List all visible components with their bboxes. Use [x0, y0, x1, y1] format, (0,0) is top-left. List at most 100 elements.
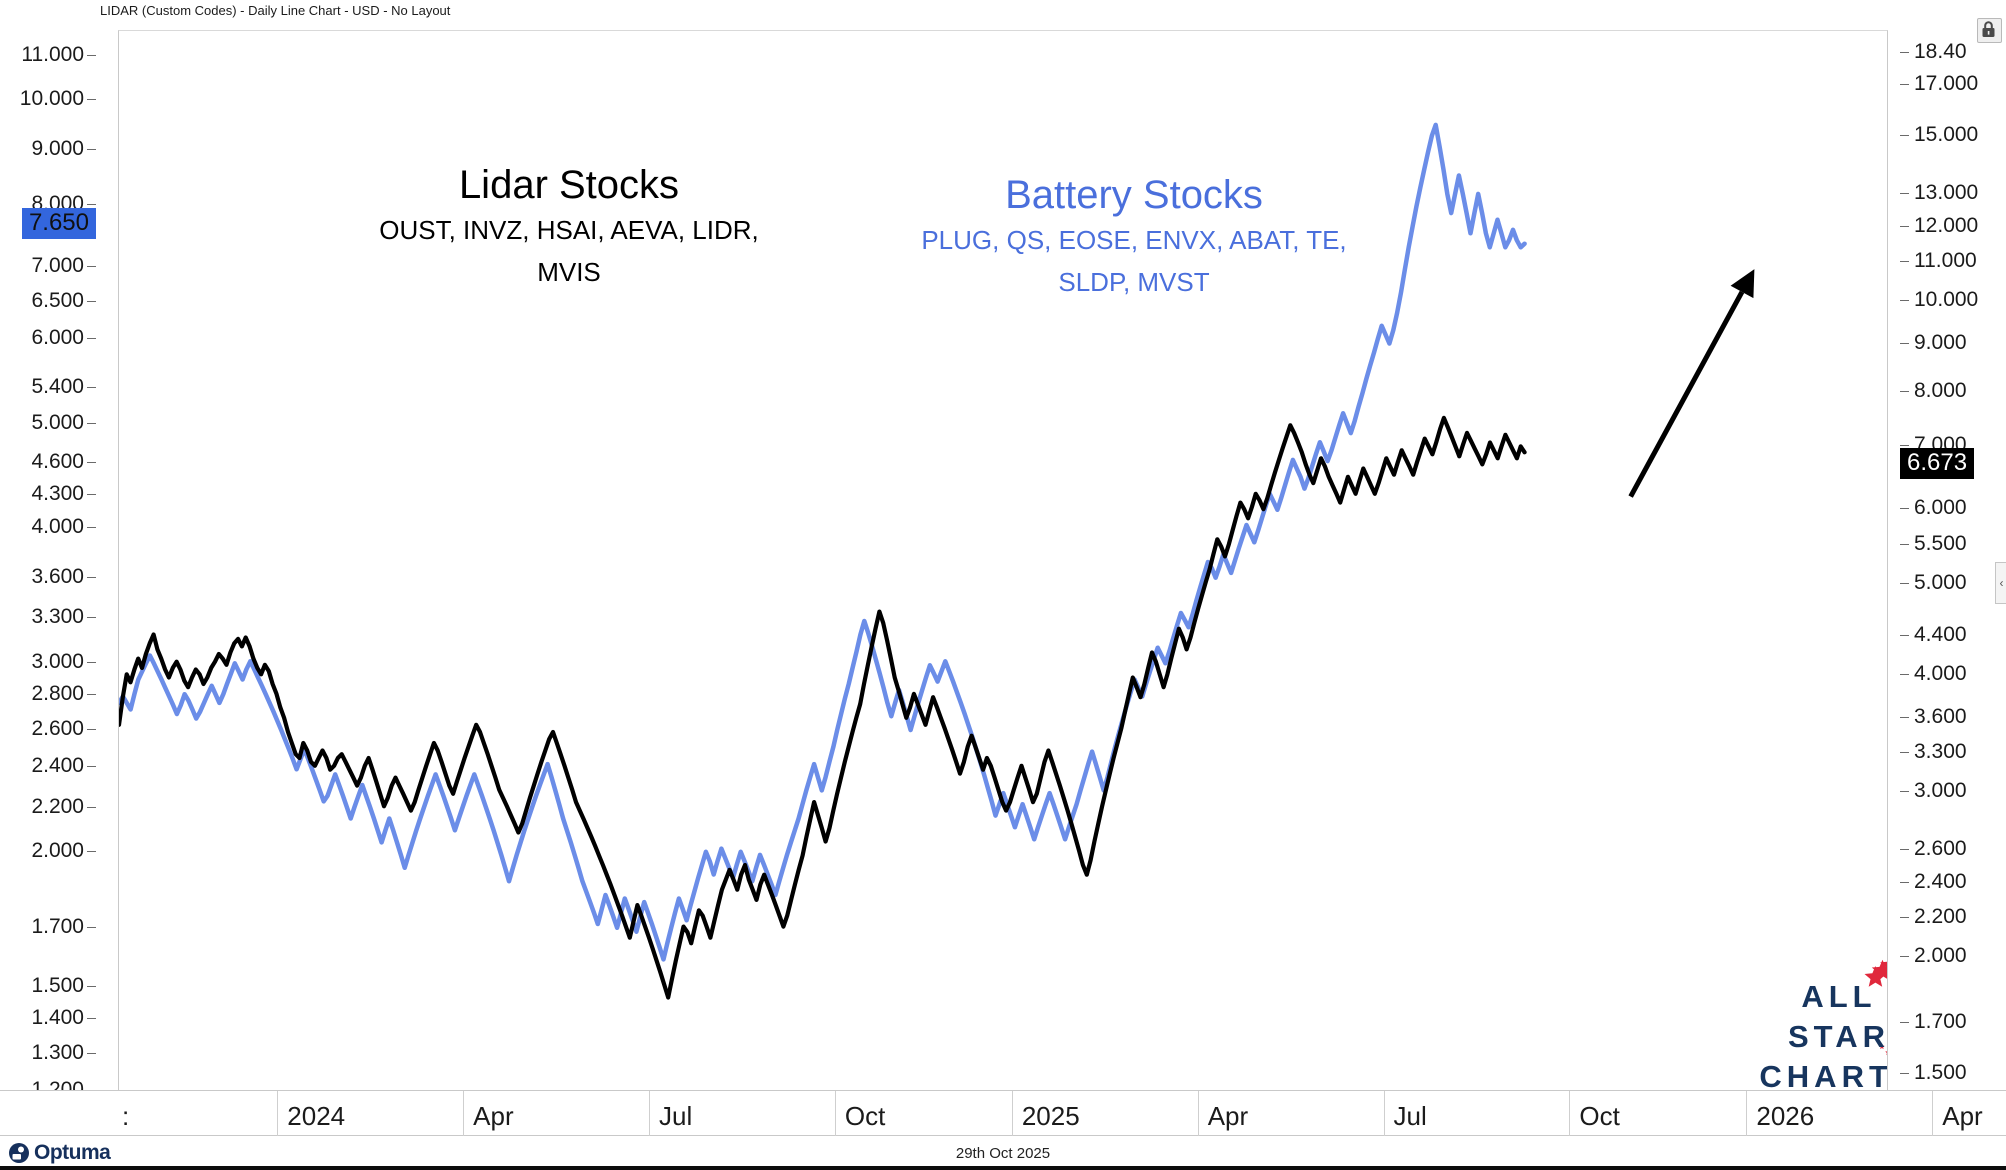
- axis-tick-label: 1.500: [1914, 1061, 1967, 1085]
- axis-tick-mark: [1900, 1073, 1909, 1075]
- date-axis-separator: [834, 1091, 836, 1136]
- left-price-axis[interactable]: 11.000 10.000 9.000 8.000 7.000 6.500 6.000 5.4…: [0, 30, 118, 1100]
- axis-tick-label: 2.000: [31, 839, 84, 863]
- axis-tick-label: 3.600: [1914, 704, 1967, 728]
- axis-tick-label: 10.000: [1914, 288, 1979, 312]
- axis-tick-mark: [87, 985, 96, 987]
- axis-tick-mark: [87, 203, 96, 205]
- date-axis-separator: [1932, 1091, 1934, 1136]
- axis-tick-mark: [87, 148, 96, 150]
- axis-tick-mark: [1900, 543, 1909, 545]
- axis-tick-label: 2.200: [1914, 905, 1967, 929]
- axis-tick-mark: [1900, 193, 1909, 195]
- axis-tick-mark: [87, 927, 96, 929]
- axis-tick-label: 5.500: [1914, 531, 1967, 555]
- axis-tick-label: 6.500: [31, 288, 84, 312]
- axis-tick-mark: [87, 423, 96, 425]
- collapse-panel-button[interactable]: ‹: [1995, 562, 2006, 604]
- axis-tick-mark: [1900, 51, 1909, 53]
- axis-tick-mark: [87, 527, 96, 529]
- lock-icon[interactable]: [1977, 18, 2002, 43]
- axis-tick-label: 1.700: [1914, 1010, 1967, 1034]
- footer-bar: Optuma 29th Oct 2025: [0, 1136, 2006, 1170]
- date-axis-separator: [1383, 1091, 1385, 1136]
- axis-tick-label: 4.400: [1914, 622, 1967, 646]
- annotation-subtitle-line1: OUST, INVZ, HSAI, AEVA, LIDR,: [379, 215, 759, 245]
- star-icon: [1864, 965, 1887, 987]
- axis-tick-label: 3.000: [31, 649, 84, 673]
- date-axis[interactable]: 2024 Apr Jul Oct 2025 Apr Jul Oct 2026 Apr:: [0, 1090, 2006, 1136]
- axis-tick-mark: [1900, 445, 1909, 447]
- axis-tick-mark: [87, 462, 96, 464]
- axis-tick-mark: [87, 1017, 96, 1019]
- axis-tick-label: 5.000: [1914, 570, 1967, 594]
- axis-tick-mark: [87, 99, 96, 101]
- date-axis-label: Apr: [1207, 1101, 1249, 1131]
- axis-tick-mark: [1900, 134, 1909, 136]
- axis-tick-mark: [87, 1052, 96, 1054]
- axis-tick-mark: [1900, 582, 1909, 584]
- axis-tick-mark: [1900, 849, 1909, 851]
- axis-tick-label: 6.000: [1914, 496, 1967, 520]
- date-axis-label: 2025: [1021, 1101, 1080, 1131]
- axis-tick-mark: [87, 766, 96, 768]
- axis-tick-mark: [87, 300, 96, 302]
- optuma-mark-icon: [9, 1143, 29, 1163]
- date-axis-label: 2026: [1756, 1101, 1815, 1131]
- axis-tick-mark: [87, 728, 96, 730]
- star-spiral-icon: [1864, 959, 1887, 1056]
- chart-date: 29th Oct 2025: [955, 1145, 1051, 1162]
- watermark-line1: ALL STAR: [1787, 979, 1888, 1054]
- axis-tick-label: 11.000: [21, 42, 84, 66]
- axis-tick-label: 17.000: [1914, 71, 1979, 95]
- date-axis-separator: [463, 1091, 465, 1136]
- axis-tick-mark: [1900, 1022, 1909, 1024]
- axis-tick-label: 2.000: [1914, 944, 1967, 968]
- axis-tick-label: 12.000: [1914, 213, 1979, 237]
- axis-tick-mark: [1900, 83, 1909, 85]
- right-price-tag: 6.673: [1900, 447, 1975, 479]
- axis-tick-label: 2.600: [1914, 837, 1967, 861]
- annotation-subtitle-line2: MVIS: [537, 257, 601, 287]
- date-axis-label: Oct: [1579, 1101, 1620, 1131]
- axis-tick-label: 3.600: [31, 564, 84, 588]
- right-price-axis[interactable]: 18.40 17.000 15.000 13.000 12.000 11.000 10.00…: [1888, 30, 2006, 1090]
- axis-tick-label: 10.000: [19, 87, 84, 111]
- date-axis-separator: [277, 1091, 279, 1136]
- axis-tick-label: 1.400: [31, 1005, 84, 1029]
- axis-tick-label: 3.300: [31, 605, 84, 629]
- axis-tick-label: 11.000: [1914, 249, 1977, 273]
- axis-tick-label: 13.000: [1914, 181, 1979, 205]
- axis-tick-mark: [1900, 716, 1909, 718]
- axis-tick-mark: [1900, 790, 1909, 792]
- annotation-lidar-stocks: Lidar Stocks OUST, INVZ, HSAI, AEVA, LID…: [329, 161, 809, 293]
- axis-tick-label: 9.000: [1914, 331, 1967, 355]
- left-price-tag: 7.650: [21, 207, 96, 239]
- axis-tick-label: 1.700: [31, 915, 84, 939]
- chart-frame: 11.000 10.000 9.000 8.000 7.000 6.500 6.000 5.4…: [0, 22, 2006, 1107]
- chart-plot-area[interactable]: Lidar Stocks OUST, INVZ, HSAI, AEVA, LID…: [118, 30, 1888, 1090]
- date-axis-separator: [1197, 1091, 1199, 1136]
- axis-tick-mark: [1900, 634, 1909, 636]
- optuma-wordmark: Optuma: [34, 1141, 111, 1164]
- date-axis-label: Jul: [659, 1101, 693, 1131]
- annotation-subtitle-line2: SLDP, MVST: [1058, 267, 1210, 297]
- axis-tick-mark: [1900, 300, 1909, 302]
- annotation-battery-stocks: Battery Stocks PLUG, QS, EOSE, ENVX, ABA…: [874, 171, 1394, 303]
- axis-tick-mark: [87, 265, 96, 267]
- axis-tick-label: 7.000: [31, 253, 84, 277]
- axis-tick-label: 2.400: [31, 754, 84, 778]
- date-axis-label: Jul: [1393, 1101, 1427, 1131]
- axis-tick-mark: [1900, 225, 1909, 227]
- date-axis-label: Apr: [473, 1101, 514, 1131]
- axis-tick-label: 2.800: [31, 682, 84, 706]
- axis-tick-label: 4.300: [31, 481, 84, 505]
- watermark-text: ALL STAR CHARTS: [1749, 977, 1888, 1090]
- trend-arrow-annotation[interactable]: [1628, 269, 1755, 498]
- axis-tick-label: 9.000: [31, 136, 84, 160]
- axis-tick-mark: [87, 338, 96, 340]
- star-icon: [1879, 1043, 1885, 1050]
- axis-tick-label: 2.200: [31, 794, 84, 818]
- axis-tick-mark: [87, 694, 96, 696]
- date-axis-label: Oct: [844, 1101, 886, 1131]
